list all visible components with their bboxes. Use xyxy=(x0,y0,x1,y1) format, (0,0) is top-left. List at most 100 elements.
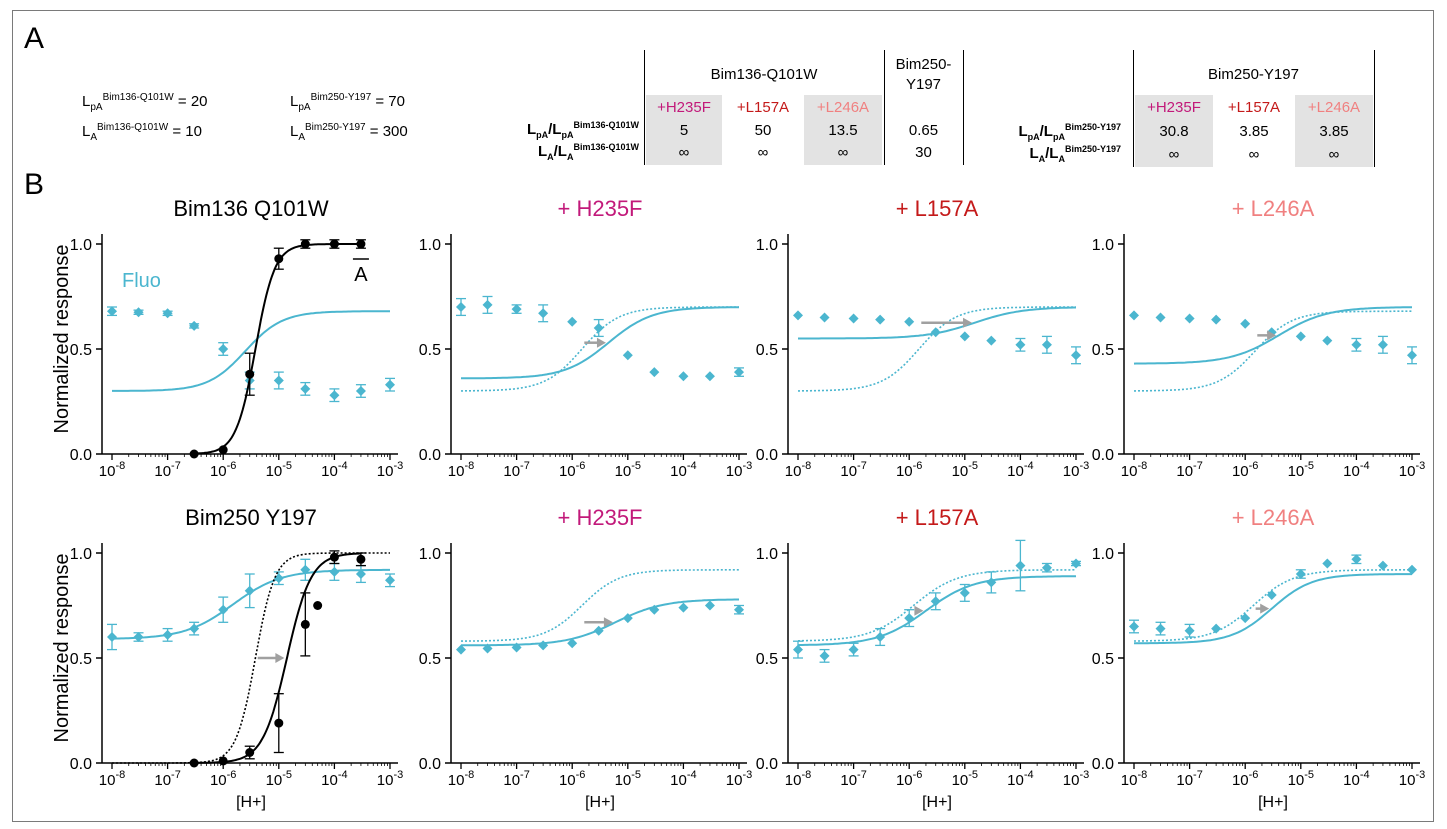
chart-6-xtick-label: 10-8 xyxy=(785,769,811,789)
constant-lpa-bim250: LpABim250-Y197 = 70 xyxy=(290,92,405,113)
table2-col-l246a: +L246A xyxy=(1307,99,1361,116)
chart-2-series-0-reference-curve xyxy=(798,306,1076,392)
chart-6-ytick-label: 1.0 xyxy=(756,546,778,563)
chart-5-point xyxy=(567,638,578,649)
table2-r2-c3: ∞ xyxy=(1328,146,1340,163)
chart-3-point xyxy=(1129,310,1139,321)
chart-5-point xyxy=(649,604,660,615)
chart-5-ytick-label: 0.0 xyxy=(419,756,441,773)
chart-0-ytick-label: 0.5 xyxy=(70,342,92,359)
table2-r2-c2: ∞ xyxy=(1248,146,1260,163)
chart-4-xtick-label: 10-5 xyxy=(266,769,292,789)
chart-3-point xyxy=(1155,312,1166,323)
chart-1-point xyxy=(622,350,633,361)
chart-4-point xyxy=(329,552,339,562)
chart-6-shift-arrowhead xyxy=(914,605,924,616)
chart-0-xtick-label: 10-5 xyxy=(266,460,292,480)
chart-3-series-0-reference-curve xyxy=(1134,310,1412,392)
chart-2-point xyxy=(1041,339,1052,350)
chart-7-point xyxy=(1266,590,1277,600)
chart-7-point xyxy=(1407,564,1417,575)
chart-4-ylabel: Normalized response xyxy=(51,554,73,743)
chart-6-point xyxy=(1041,562,1052,573)
chart-5-xtick-label: 10-6 xyxy=(559,769,585,789)
chart-4-point xyxy=(107,632,117,642)
table1-r1-c2: 50 xyxy=(754,122,772,139)
chart-6-point xyxy=(1071,558,1081,569)
chart-7-xtick-label: 10-6 xyxy=(1232,769,1258,789)
chart-2-point xyxy=(1071,350,1081,361)
chart-6-point xyxy=(875,632,886,642)
chart-6-point xyxy=(793,644,803,655)
chart-2-xtick-label: 10-6 xyxy=(896,460,922,480)
chart-6-title: + L157A xyxy=(896,505,979,530)
chart-4-point xyxy=(189,623,200,634)
chart-1-point xyxy=(593,323,604,333)
chart-3-xtick-label: 10-5 xyxy=(1288,460,1314,480)
chart-4-xtick-label: 10-7 xyxy=(154,769,180,789)
chart-4-title: Bim250 Y197 xyxy=(185,505,317,530)
chart-2-point xyxy=(959,331,970,342)
chart-7-point xyxy=(1240,613,1251,624)
chart-2-point xyxy=(986,335,997,346)
table2-r1-c3: 3.85 xyxy=(1319,123,1349,140)
chart-3-xtick-label: 10-6 xyxy=(1232,460,1258,480)
table1-r1-c3: 13.5 xyxy=(828,122,858,139)
chart-4-ytick-label: 1.0 xyxy=(70,546,92,563)
chart-3-ytick-label: 0.0 xyxy=(1092,447,1114,464)
chart-0-point xyxy=(274,254,284,264)
chart-1-xtick-label: 10-8 xyxy=(448,460,474,480)
chart-4-point xyxy=(244,585,255,596)
chart-5-xtick-label: 10-8 xyxy=(448,769,474,789)
chart-0-series-0-fit-curve xyxy=(112,310,390,392)
chart-6-point xyxy=(986,577,997,588)
chart-0-title: Bim136 Q101W xyxy=(173,196,329,221)
chart-0-point xyxy=(329,239,339,249)
chart-2-shift-arrowhead xyxy=(963,317,973,328)
chart-1-point xyxy=(567,316,578,327)
chart-1-shift-arrowhead xyxy=(596,337,606,348)
chart-7-ytick-label: 0.5 xyxy=(1092,651,1114,668)
chart-4-point xyxy=(162,629,173,640)
chart-7-point xyxy=(1351,554,1362,565)
table2-r1-c1: 30.8 xyxy=(1159,123,1189,140)
chart-0-ytick-label: 1.0 xyxy=(70,237,92,254)
chart-1-point xyxy=(538,308,549,319)
table1-col-l246a: +L246A xyxy=(816,99,870,116)
chart-0-point xyxy=(300,383,311,394)
chart-7-series-0-reference-curve xyxy=(1134,569,1412,642)
chart-4-point xyxy=(356,554,366,564)
chart-2-xtick-label: 10-4 xyxy=(1007,460,1033,480)
chart-6-series-0-reference-curve xyxy=(798,569,1076,642)
table2-col-l157a: +L157A xyxy=(1227,99,1281,116)
chart-1-point xyxy=(649,367,660,378)
chart-4-xtick-label: 10-6 xyxy=(210,769,236,789)
table2-group-header: Bim250-Y197 xyxy=(1208,66,1299,83)
chart-6-point xyxy=(819,650,830,661)
chart-4-xtick-label: 10-4 xyxy=(321,769,347,789)
chart-5-point xyxy=(622,613,633,624)
table1-row1-label: LpA/LpABim136-Q101W xyxy=(526,120,639,140)
chart-0-ytick-label: 0.0 xyxy=(70,447,92,464)
chart-5-point xyxy=(704,600,715,611)
chart-2-point xyxy=(930,327,941,338)
chart-3-point xyxy=(1377,339,1388,350)
chart-0-point xyxy=(385,379,395,390)
chart-5-ytick-label: 0.5 xyxy=(419,651,441,668)
chart-3-xtick-label: 10-4 xyxy=(1343,460,1369,480)
chart-3-point xyxy=(1211,314,1222,325)
table2-r1-c2: 3.85 xyxy=(1239,123,1269,140)
chart-2-point xyxy=(819,312,830,323)
chart-4-point xyxy=(273,573,284,584)
chart-5-xtick-label: 10-7 xyxy=(503,769,529,789)
chart-4-point xyxy=(355,569,366,579)
table2-shade-h235f xyxy=(1135,95,1213,167)
chart-5-xtick-label: 10-3 xyxy=(726,769,752,789)
chart-6-point xyxy=(1015,560,1026,571)
chart-7-xtick-label: 10-7 xyxy=(1176,769,1202,789)
chart-1-xtick-label: 10-3 xyxy=(726,460,752,480)
chart-7-xtick-label: 10-5 xyxy=(1288,769,1314,789)
chart-3-point xyxy=(1351,339,1362,350)
chart-0-annotation-a: A xyxy=(354,264,368,286)
